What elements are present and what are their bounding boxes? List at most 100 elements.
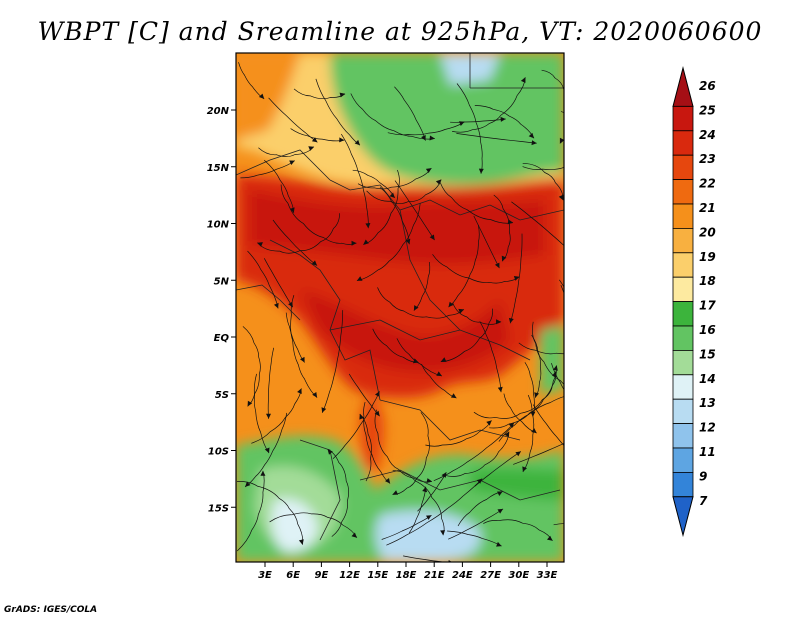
streamline xyxy=(452,77,526,133)
colorbar-label: 23 xyxy=(699,152,716,166)
streamline-arrow xyxy=(589,269,594,274)
streamline-arrow xyxy=(530,411,536,417)
streamline xyxy=(433,422,515,482)
lat-tick-label: 10N xyxy=(207,220,230,231)
lon-tick-label: 24E xyxy=(452,570,473,581)
lat-tick-label: 20N xyxy=(207,106,230,117)
lon-tick-label: 33E xyxy=(537,570,558,581)
streamline-arrow xyxy=(365,223,371,229)
streamline-arrow xyxy=(528,132,534,139)
streamline xyxy=(440,308,494,362)
streamline xyxy=(290,128,345,142)
streamline-arrow xyxy=(351,240,357,246)
streamline xyxy=(348,373,380,417)
streamline-arrow xyxy=(534,392,539,398)
lat-tick-label: 15S xyxy=(208,503,229,514)
streamline xyxy=(541,69,564,144)
streamline xyxy=(359,413,372,482)
streamline-arrow xyxy=(429,234,435,241)
colorbar-label: 20 xyxy=(699,225,716,239)
wbpt-shading xyxy=(236,53,564,562)
streamline xyxy=(257,213,340,254)
streamline-arrow xyxy=(359,414,364,420)
streamline-arrow xyxy=(547,535,553,541)
colorbar-label: 19 xyxy=(699,250,716,264)
streamline-arrow xyxy=(531,140,537,146)
streamline xyxy=(356,203,421,282)
streamline-arrow xyxy=(356,276,363,281)
streamline-arrow xyxy=(497,386,503,393)
streamline xyxy=(357,167,432,190)
streamline xyxy=(236,470,265,552)
streamline xyxy=(253,373,270,454)
figure-title: WBPT [C] and Sreamline at 925hPa, VT: 20… xyxy=(38,17,763,46)
streamline-arrow xyxy=(321,407,327,413)
streamline-arrow xyxy=(558,194,564,201)
streamline-arrow xyxy=(312,392,318,398)
colorbar-label: 22 xyxy=(699,177,716,191)
streamline-arrow xyxy=(598,477,603,482)
streamline xyxy=(341,133,369,229)
colorbar-swatch xyxy=(672,276,694,303)
lat-tick-label: 10S xyxy=(208,447,229,458)
streamline xyxy=(551,362,564,391)
streamline xyxy=(524,362,535,417)
lon-tick-label: 18E xyxy=(396,570,417,581)
streamline xyxy=(387,121,465,136)
streamline-arrow xyxy=(559,137,564,144)
streamline-arrow xyxy=(245,481,251,487)
streamline xyxy=(456,83,483,174)
streamline-arrow xyxy=(476,478,483,484)
lat-tick-label: 15N xyxy=(207,163,230,174)
streamline-arrow xyxy=(392,490,399,495)
colorbar-swatch xyxy=(672,130,694,156)
streamline xyxy=(394,180,435,241)
streamline xyxy=(522,166,564,170)
streamline xyxy=(421,363,457,399)
streamline-arrow xyxy=(354,139,360,146)
streamline-arrow xyxy=(327,449,333,455)
colorbar-swatch xyxy=(672,398,694,425)
streamline-arrow xyxy=(426,515,432,520)
streamline xyxy=(268,97,318,143)
streamline-arrow xyxy=(311,260,318,266)
lon-tick-label: 30E xyxy=(508,570,529,581)
streamline-arrow xyxy=(496,319,502,325)
streamline xyxy=(560,111,564,114)
colorbar-top-triangle xyxy=(672,66,694,107)
streamline xyxy=(394,86,426,141)
streamline xyxy=(269,512,358,538)
streamline xyxy=(267,347,275,419)
streamline-arrow xyxy=(448,301,454,308)
colorbar-label: 14 xyxy=(699,372,716,386)
lon-tick-label: 12E xyxy=(339,570,360,581)
streamline-arrow xyxy=(425,168,432,173)
colorbar-label: 26 xyxy=(699,79,716,93)
streamline xyxy=(285,312,305,363)
colorbar-label: 21 xyxy=(699,201,716,215)
streamline-arrow xyxy=(300,356,305,363)
streamline-arrow xyxy=(297,388,302,394)
streamline xyxy=(350,93,435,140)
streamline xyxy=(392,412,430,495)
colorbar-swatch xyxy=(672,301,694,327)
streamline xyxy=(493,194,511,262)
colorbar-label: 17 xyxy=(699,299,716,313)
streamline-arrow xyxy=(497,491,503,496)
streamline xyxy=(272,219,318,266)
streamline-arrow xyxy=(311,137,318,143)
streamline xyxy=(263,258,294,308)
streamline-arrow xyxy=(435,179,442,185)
streamline-arrow xyxy=(531,428,537,434)
streamline xyxy=(236,480,304,545)
colorbar-swatch xyxy=(672,106,694,132)
streamline-arrow xyxy=(520,77,526,83)
streamline-arrow xyxy=(339,92,346,98)
streamline xyxy=(498,396,564,442)
map-frame xyxy=(235,52,565,563)
streamline-arrow xyxy=(375,391,380,397)
streamline-arrow xyxy=(515,451,521,457)
streamline xyxy=(511,201,564,247)
streamline-arrow xyxy=(264,447,270,454)
